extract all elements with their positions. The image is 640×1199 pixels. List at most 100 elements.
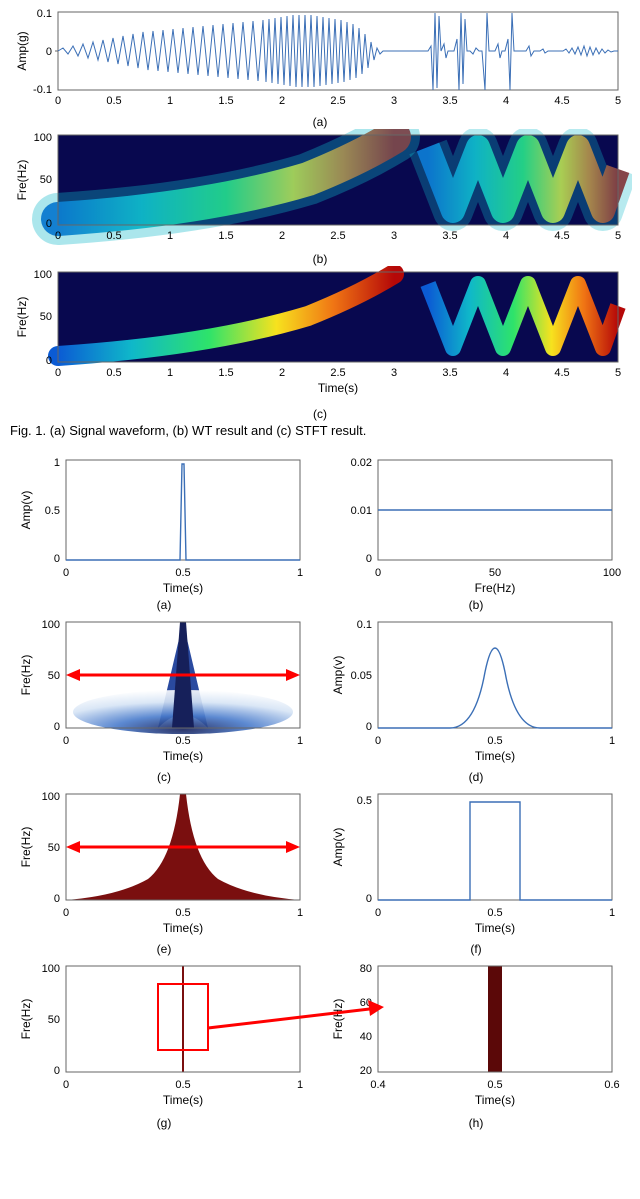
svg-text:3.5: 3.5 bbox=[442, 95, 457, 107]
fig1b-ylabel: Fre(Hz) bbox=[15, 160, 29, 201]
svg-text:2: 2 bbox=[279, 367, 285, 379]
svg-text:2.5: 2.5 bbox=[330, 367, 345, 379]
svg-text:100: 100 bbox=[34, 269, 52, 281]
svg-text:1.5: 1.5 bbox=[218, 95, 233, 107]
svg-text:1: 1 bbox=[297, 567, 303, 579]
fig2c-ylabel: Fre(Hz) bbox=[19, 655, 33, 696]
svg-text:4: 4 bbox=[503, 230, 509, 242]
svg-text:0: 0 bbox=[46, 355, 52, 367]
svg-text:0.1: 0.1 bbox=[37, 8, 52, 20]
fig1c-xlabel: Time(s) bbox=[318, 381, 358, 395]
svg-text:1: 1 bbox=[167, 95, 173, 107]
svg-text:0.5: 0.5 bbox=[487, 907, 502, 919]
svg-text:0.02: 0.02 bbox=[351, 457, 372, 469]
svg-text:100: 100 bbox=[34, 132, 52, 144]
svg-text:1: 1 bbox=[167, 230, 173, 242]
svg-text:0.5: 0.5 bbox=[357, 795, 372, 807]
fig2f-sublabel: (f) bbox=[320, 942, 632, 956]
svg-text:1: 1 bbox=[609, 735, 615, 747]
svg-text:0: 0 bbox=[375, 567, 381, 579]
svg-text:0.5: 0.5 bbox=[175, 735, 190, 747]
svg-text:0.01: 0.01 bbox=[351, 505, 372, 517]
svg-text:0: 0 bbox=[55, 95, 61, 107]
svg-text:0: 0 bbox=[46, 46, 52, 58]
svg-text:1.5: 1.5 bbox=[218, 367, 233, 379]
fig2b-xlabel: Fre(Hz) bbox=[475, 581, 516, 595]
fig1c-ylabel: Fre(Hz) bbox=[15, 297, 29, 338]
svg-text:0.5: 0.5 bbox=[106, 230, 121, 242]
svg-text:50: 50 bbox=[40, 311, 52, 323]
fig2d-ylabel: Amp(v) bbox=[331, 656, 345, 695]
svg-text:1: 1 bbox=[297, 907, 303, 919]
svg-text:50: 50 bbox=[48, 670, 60, 682]
fig2-panel-e: 100500 00.51 Fre(Hz) Time(s) bbox=[8, 784, 320, 944]
svg-text:4: 4 bbox=[503, 95, 509, 107]
fig2-panel-a: 10.50 00.51 Amp(v) Time(s) bbox=[8, 450, 320, 600]
svg-text:50: 50 bbox=[489, 567, 501, 579]
fig2-panel-b: 0.02 0.01 0 0 50 100 Fre(Hz) bbox=[320, 450, 632, 600]
svg-text:0: 0 bbox=[55, 230, 61, 242]
svg-text:0: 0 bbox=[55, 367, 61, 379]
svg-text:5: 5 bbox=[615, 367, 621, 379]
fig1a-xticks: 0 0.5 1 1.5 2 2.5 3 3.5 4 4.5 5 bbox=[55, 95, 621, 107]
fig2-panel-d: 0.10.050 00.51 Amp(v) Time(s) bbox=[320, 612, 632, 772]
svg-text:50: 50 bbox=[48, 842, 60, 854]
svg-text:100: 100 bbox=[42, 619, 60, 631]
svg-text:0.5: 0.5 bbox=[106, 95, 121, 107]
svg-text:50: 50 bbox=[40, 174, 52, 186]
svg-text:0.5: 0.5 bbox=[487, 735, 502, 747]
svg-text:0: 0 bbox=[366, 553, 372, 565]
svg-text:1: 1 bbox=[167, 367, 173, 379]
fig2-arrow-g-to-h bbox=[8, 956, 632, 1118]
fig2e-sublabel: (e) bbox=[8, 942, 320, 956]
svg-text:0: 0 bbox=[375, 735, 381, 747]
fig1-panel-c: 100 50 0 Fre(Hz) 00.511.522.533.544.55 T… bbox=[8, 266, 632, 406]
svg-text:1: 1 bbox=[54, 457, 60, 469]
fig2e-xlabel: Time(s) bbox=[163, 921, 203, 935]
svg-text:0: 0 bbox=[366, 893, 372, 905]
svg-text:100: 100 bbox=[603, 567, 621, 579]
fig1c-sublabel: (c) bbox=[8, 407, 632, 421]
svg-text:0.05: 0.05 bbox=[351, 670, 372, 682]
fig2b-sublabel: (b) bbox=[320, 598, 632, 612]
svg-text:1.5: 1.5 bbox=[218, 230, 233, 242]
fig1a-waveform bbox=[58, 13, 618, 90]
svg-text:0: 0 bbox=[63, 735, 69, 747]
fig2d-xlabel: Time(s) bbox=[475, 749, 515, 763]
fig1-caption: Fig. 1. (a) Signal waveform, (b) WT resu… bbox=[0, 421, 640, 446]
svg-text:0: 0 bbox=[54, 721, 60, 733]
svg-text:-0.1: -0.1 bbox=[33, 84, 52, 96]
fig1a-sublabel: (a) bbox=[8, 115, 632, 129]
svg-text:100: 100 bbox=[42, 791, 60, 803]
svg-text:0: 0 bbox=[46, 218, 52, 230]
svg-text:0: 0 bbox=[54, 893, 60, 905]
fig1-panel-b: 100 50 0 Fre(Hz) 00.511.522.533.544.55 bbox=[8, 129, 632, 251]
svg-text:5: 5 bbox=[615, 95, 621, 107]
fig2a-sublabel: (a) bbox=[8, 598, 320, 612]
svg-text:0.5: 0.5 bbox=[106, 367, 121, 379]
figure-1: 0.1 0 -0.1 0 0.5 1 1.5 2 2.5 3 3.5 4 4.5… bbox=[0, 0, 640, 421]
fig2h-sublabel: (h) bbox=[320, 1116, 632, 1130]
svg-text:3.5: 3.5 bbox=[442, 367, 457, 379]
fig1a-yticks: 0.1 0 -0.1 bbox=[33, 8, 58, 96]
svg-text:0.1: 0.1 bbox=[357, 619, 372, 631]
fig2e-ylabel: Fre(Hz) bbox=[19, 827, 33, 868]
svg-text:4.5: 4.5 bbox=[554, 367, 569, 379]
fig2a-ylabel: Amp(v) bbox=[19, 491, 33, 530]
svg-text:2: 2 bbox=[279, 95, 285, 107]
svg-text:2.5: 2.5 bbox=[330, 230, 345, 242]
fig2f-ylabel: Amp(v) bbox=[331, 828, 345, 867]
svg-text:1: 1 bbox=[609, 907, 615, 919]
svg-text:2: 2 bbox=[279, 230, 285, 242]
svg-text:0: 0 bbox=[375, 907, 381, 919]
figure-2: 1 0.5 0 0 0.5 1 Amp(v) Time(s) 0.02 0.01 0 0 50… bbox=[0, 446, 640, 1130]
svg-text:4.5: 4.5 bbox=[554, 95, 569, 107]
fig2f-xlabel: Time(s) bbox=[475, 921, 515, 935]
svg-text:3: 3 bbox=[391, 230, 397, 242]
svg-text:0: 0 bbox=[54, 553, 60, 565]
fig2c-sublabel: (c) bbox=[8, 770, 320, 784]
svg-text:4: 4 bbox=[503, 367, 509, 379]
fig2a-xlabel: Time(s) bbox=[163, 581, 203, 595]
fig1-panel-a: 0.1 0 -0.1 0 0.5 1 1.5 2 2.5 3 3.5 4 4.5… bbox=[8, 4, 632, 114]
svg-text:0.5: 0.5 bbox=[175, 907, 190, 919]
